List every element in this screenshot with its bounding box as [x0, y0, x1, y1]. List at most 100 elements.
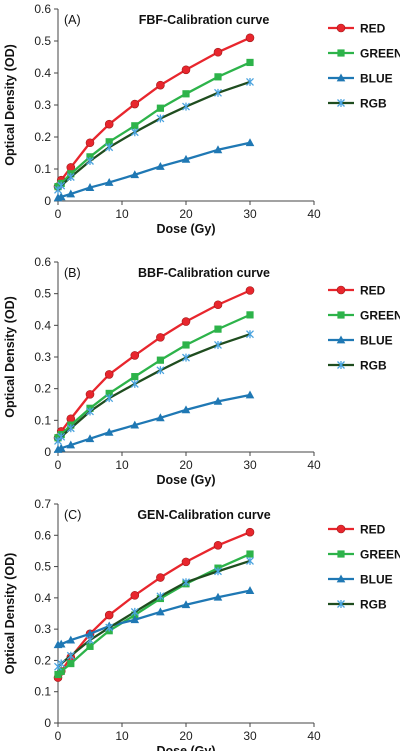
data-point-blue — [130, 420, 140, 429]
legend-entry-red: RED — [328, 22, 386, 36]
data-point-rgb — [130, 379, 139, 388]
x-tick-label: 10 — [115, 458, 129, 472]
data-point-red — [156, 80, 165, 90]
y-tick-label: 0.5 — [34, 34, 51, 48]
data-point-blue — [245, 138, 255, 147]
data-point-blue — [156, 607, 165, 616]
y-tick-label: 0.2 — [34, 130, 51, 144]
legend-label: RED — [360, 22, 386, 36]
data-point-rgb — [182, 102, 190, 111]
data-point-red — [213, 540, 223, 550]
series-blue — [53, 390, 255, 453]
x-tick-label: 0 — [55, 729, 62, 743]
legend-marker — [336, 23, 346, 33]
x-tick-label: 0 — [55, 207, 62, 221]
legend-marker — [336, 335, 346, 344]
y-tick-label: 0.4 — [34, 591, 51, 605]
chart-panel-1: 0 0.1 0.2 0.3 0.4 0.5 0.6 0 10 20 30 40 Dose (Gy) Opt… — [3, 2, 400, 236]
data-point-blue — [213, 396, 223, 405]
data-point-green — [131, 373, 139, 381]
data-point-blue — [156, 413, 165, 422]
legend-label: RGB — [360, 97, 387, 111]
data-point-rgb — [246, 77, 254, 86]
legend-entry-rgb: RGB — [328, 359, 387, 373]
data-point-blue — [130, 170, 140, 179]
legend-entry-green: GREEN — [328, 548, 400, 562]
data-point-blue — [66, 635, 76, 644]
data-point-green — [156, 356, 164, 364]
data-point-blue — [156, 161, 165, 170]
panel-label: (C) — [64, 508, 81, 522]
series-green — [54, 311, 254, 442]
y-tick-label: 0.1 — [34, 413, 51, 427]
data-point-green — [57, 667, 65, 675]
x-tick-label: 20 — [179, 729, 193, 743]
data-point-rgb — [246, 556, 254, 565]
x-tick-label: 10 — [115, 207, 129, 221]
series-blue — [53, 138, 255, 202]
legend-label: BLUE — [360, 72, 393, 86]
data-point-rgb — [214, 567, 222, 576]
data-point-green — [214, 73, 222, 81]
legend-entry-red: RED — [328, 284, 386, 298]
legend-entry-green: GREEN — [328, 309, 400, 323]
data-point-blue — [104, 427, 114, 436]
x-tick-label: 10 — [115, 729, 129, 743]
data-point-green — [67, 659, 75, 668]
y-tick-label: 0 — [44, 445, 51, 459]
data-point-blue — [181, 600, 191, 609]
legend-entry-rgb: RGB — [328, 598, 387, 612]
data-point-rgb — [105, 394, 114, 403]
y-tick-label: 0.1 — [34, 685, 51, 699]
legend-entry-rgb: RGB — [328, 97, 387, 111]
legend-marker — [337, 361, 345, 369]
data-point-blue — [245, 586, 255, 595]
series-line-blue — [57, 141, 251, 199]
data-point-green — [105, 138, 113, 146]
legend-entry-red: RED — [328, 523, 386, 537]
data-point-blue — [56, 443, 66, 452]
data-point-rgb — [156, 366, 165, 375]
data-point-green — [214, 325, 222, 333]
x-tick-label: 40 — [307, 207, 321, 221]
data-point-red — [245, 33, 255, 43]
data-point-rgb — [130, 607, 139, 616]
data-point-red — [181, 557, 191, 567]
data-point-red — [245, 286, 255, 295]
chart-title: GEN-Calibration curve — [137, 508, 270, 522]
legend-marker — [337, 550, 345, 558]
data-point-green — [86, 153, 94, 161]
y-tick-label: 0 — [44, 194, 51, 208]
x-tick-label: 30 — [243, 207, 257, 221]
data-point-rgb — [214, 340, 222, 349]
x-axis-label: Dose (Gy) — [156, 473, 215, 487]
series-line-rgb — [57, 333, 251, 442]
data-point-green — [105, 389, 113, 398]
x-tick-label: 20 — [179, 207, 193, 221]
data-point-blue — [85, 629, 95, 638]
series-rgb — [54, 556, 254, 671]
y-tick-label: 0.4 — [34, 318, 51, 332]
data-point-blue — [181, 154, 191, 163]
series-line-red — [56, 36, 251, 188]
legend-marker — [336, 524, 346, 534]
y-tick-label: 0.2 — [34, 653, 51, 667]
y-axis-label: Optical Density (OD) — [3, 296, 17, 418]
y-tick-label: 0 — [44, 716, 51, 730]
y-tick-label: 0.4 — [34, 66, 51, 80]
data-point-red — [181, 65, 191, 75]
series-rgb — [54, 77, 254, 194]
y-tick-label: 0.7 — [34, 497, 51, 511]
legend-label: GREEN — [360, 47, 400, 61]
legend-marker — [336, 574, 346, 583]
data-point-rgb — [214, 88, 222, 97]
data-point-blue — [56, 639, 66, 648]
legend-marker — [337, 311, 345, 319]
series-line-green — [57, 61, 251, 188]
data-point-red — [181, 317, 191, 326]
data-point-green — [131, 122, 139, 130]
data-point-rgb — [66, 651, 75, 660]
series-line-blue — [57, 589, 251, 646]
data-point-rgb — [54, 185, 62, 194]
y-tick-label: 0.3 — [34, 350, 51, 364]
